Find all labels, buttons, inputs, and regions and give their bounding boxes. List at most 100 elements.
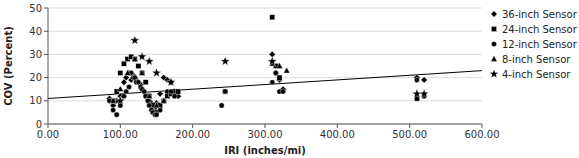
- point: [137, 52, 146, 61]
- legend-marker: [489, 69, 498, 78]
- point: [223, 89, 228, 94]
- point: [117, 86, 123, 92]
- series-points: [111, 15, 420, 115]
- tick-mark: [44, 31, 48, 32]
- grid-line: [48, 124, 482, 125]
- point: [132, 56, 137, 61]
- point: [414, 77, 419, 82]
- point: [421, 77, 427, 83]
- point: [158, 107, 163, 112]
- tick-label: 0: [36, 119, 42, 130]
- tick-mark: [192, 124, 193, 128]
- point: [124, 70, 130, 76]
- point: [145, 57, 154, 66]
- legend-label: 4-inch Sensor: [502, 69, 571, 80]
- point: [116, 96, 125, 105]
- series-points: [107, 70, 427, 117]
- point: [136, 63, 141, 68]
- point: [153, 102, 159, 108]
- point: [176, 89, 181, 94]
- tick-mark: [44, 54, 48, 55]
- point: [280, 89, 285, 94]
- point: [219, 103, 224, 108]
- x-axis-label: IRI (inches/mi): [224, 145, 306, 156]
- point: [412, 89, 421, 98]
- point: [161, 98, 166, 103]
- legend: 36-inch Sensor 24-inch Sensor 12-inch Sens…: [489, 9, 577, 80]
- grid-line: [48, 8, 482, 9]
- series-points: [110, 56, 290, 108]
- grid-line: [48, 31, 482, 32]
- legend-label: 36-inch Sensor: [502, 9, 578, 20]
- point: [121, 61, 126, 66]
- point: [152, 68, 161, 77]
- point: [268, 57, 277, 66]
- chart: 0 10 20 30 40 500.00 100.00 200.00 300.00 400.00 5…: [0, 0, 579, 158]
- point: [124, 89, 129, 94]
- point: [172, 94, 177, 99]
- point: [161, 98, 166, 103]
- series-points: [116, 36, 429, 105]
- point: [121, 94, 126, 99]
- point: [221, 57, 230, 66]
- tick-mark: [265, 124, 266, 128]
- y-axis-label: COV (Percent): [3, 26, 14, 106]
- tick-mark: [409, 124, 410, 128]
- point: [132, 75, 137, 80]
- tick-label: 100.00: [103, 129, 138, 140]
- point: [223, 89, 228, 94]
- point: [126, 84, 131, 89]
- legend-label: 12-inch Sensor: [502, 39, 578, 50]
- legend-label: 24-inch Sensor: [502, 24, 578, 35]
- tick-label: 500.00: [392, 129, 427, 140]
- tick-label: 10: [29, 95, 42, 106]
- point: [145, 98, 150, 103]
- point: [147, 103, 152, 108]
- point: [420, 89, 429, 98]
- tick-mark: [44, 77, 48, 78]
- point: [139, 70, 144, 75]
- tick-label: 200.00: [175, 129, 210, 140]
- point: [146, 93, 152, 99]
- point: [157, 91, 163, 97]
- point: [111, 107, 116, 112]
- point: [161, 97, 167, 103]
- point: [110, 97, 116, 103]
- point: [132, 56, 138, 62]
- trend-line: [48, 71, 482, 99]
- tick-label: 20: [29, 72, 42, 83]
- point: [118, 70, 123, 75]
- y-axis: [48, 8, 49, 124]
- point: [270, 15, 275, 20]
- tick-label: 600.00: [465, 129, 500, 140]
- tick-label: 30: [29, 49, 42, 60]
- tick-label: 50: [29, 3, 42, 14]
- point: [139, 70, 145, 76]
- tick-mark: [120, 124, 121, 128]
- point: [142, 89, 147, 94]
- tick-label: 40: [29, 26, 42, 37]
- tick-mark: [44, 8, 48, 9]
- tick-mark: [482, 124, 483, 128]
- point: [114, 112, 119, 117]
- point: [270, 80, 275, 85]
- legend-marker: [491, 11, 497, 17]
- point: [154, 112, 159, 117]
- point: [168, 89, 173, 94]
- point: [273, 70, 278, 75]
- point: [166, 77, 175, 86]
- tick-mark: [337, 124, 338, 128]
- tick-mark: [44, 124, 48, 125]
- tick-mark: [48, 124, 49, 128]
- plot-area: [48, 15, 482, 118]
- point: [136, 80, 141, 85]
- legend-label: 8-inch Sensor: [502, 54, 571, 65]
- tick-label: 300.00: [248, 129, 283, 140]
- tick-label: 400.00: [320, 129, 355, 140]
- legend-marker: [491, 41, 496, 46]
- point: [276, 63, 282, 69]
- point: [130, 36, 139, 45]
- grid-line: [48, 54, 482, 55]
- point: [284, 67, 290, 73]
- tick-mark: [44, 100, 48, 101]
